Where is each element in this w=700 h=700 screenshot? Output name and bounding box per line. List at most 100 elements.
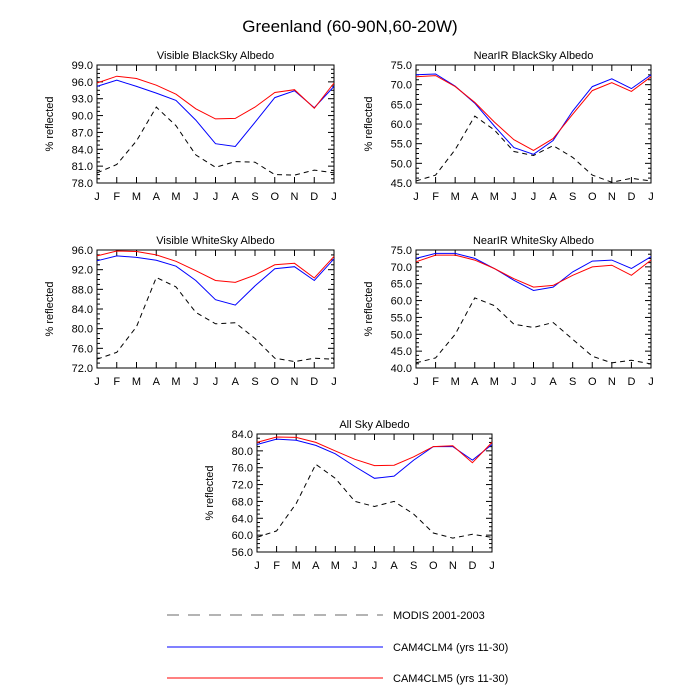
series-line-1 xyxy=(96,106,335,176)
x-tick-label: F xyxy=(432,191,439,203)
x-tick-label: S xyxy=(569,191,576,203)
x-tick-label: S xyxy=(251,191,258,203)
chart-panel-1: Visible BlackSky Albedo 78.0 81.0 84.0 87.0 9… xyxy=(44,50,337,203)
x-tick-label: O xyxy=(588,376,597,388)
x-tick-label: O xyxy=(270,376,279,388)
panel-title: All Sky Albedo xyxy=(339,419,409,431)
y-tick-label: 72.0 xyxy=(72,363,93,375)
x-tick-label: J xyxy=(531,191,537,203)
series-line-2 xyxy=(256,438,493,479)
y-tick-label: 80.0 xyxy=(232,446,253,458)
y-tick-label: 92.0 xyxy=(72,265,93,277)
y-tick-label: 60.0 xyxy=(232,530,253,542)
y-tick-label: 88.0 xyxy=(72,284,93,296)
y-tick-label: 60.0 xyxy=(391,296,412,308)
x-tick-label: A xyxy=(471,376,479,388)
series-line-3 xyxy=(415,75,652,151)
x-tick-label: F xyxy=(113,191,120,203)
panel-title: NearIR WhiteSky Albedo xyxy=(473,235,594,247)
y-tick-label: 87.0 xyxy=(72,127,93,139)
y-tick-label: 65.0 xyxy=(391,279,412,291)
x-tick-label: O xyxy=(270,191,279,203)
x-tick-label: J xyxy=(489,560,495,572)
plot-frame xyxy=(415,64,652,184)
x-tick-label: M xyxy=(331,560,340,572)
x-tick-label: D xyxy=(468,560,476,572)
y-tick-label: 75.0 xyxy=(391,60,412,72)
x-tick-label: J xyxy=(648,191,654,203)
x-tick-label: N xyxy=(291,191,299,203)
x-tick-label: J xyxy=(531,376,537,388)
x-tick-label: A xyxy=(153,191,161,203)
y-tick-label: 90.0 xyxy=(72,111,93,123)
x-tick-label: A xyxy=(232,376,240,388)
x-tick-label: O xyxy=(429,560,438,572)
y-axis-label: % reflected xyxy=(44,281,56,336)
x-tick-label: M xyxy=(171,376,180,388)
legend-label-1: MODIS 2001-2003 xyxy=(393,610,485,622)
y-tick-label: 84.0 xyxy=(72,144,93,156)
x-tick-label: M xyxy=(292,560,301,572)
panel-title: NearIR BlackSky Albedo xyxy=(474,50,594,62)
x-tick-label: A xyxy=(549,376,557,388)
legend-label-2: CAM4CLM4 (yrs 11-30) xyxy=(393,642,508,654)
series-line-1 xyxy=(256,463,493,539)
y-tick-label: 65.0 xyxy=(391,99,412,111)
series-line-1 xyxy=(415,115,652,183)
y-tick-label: 64.0 xyxy=(232,513,253,525)
x-tick-label: J xyxy=(352,560,358,572)
series-line-3 xyxy=(415,254,652,288)
x-tick-label: M xyxy=(132,376,141,388)
x-tick-label: M xyxy=(490,191,499,203)
x-tick-label: A xyxy=(312,560,320,572)
x-tick-label: D xyxy=(627,376,635,388)
x-tick-label: J xyxy=(413,376,419,388)
x-tick-label: J xyxy=(94,191,100,203)
y-tick-label: 99.0 xyxy=(72,60,93,72)
x-tick-label: N xyxy=(608,376,616,388)
x-tick-label: S xyxy=(251,376,258,388)
y-tick-label: 75.0 xyxy=(391,245,412,257)
x-tick-label: N xyxy=(291,376,299,388)
y-tick-label: 45.0 xyxy=(391,346,412,358)
y-tick-label: 81.0 xyxy=(72,161,93,173)
x-tick-label: J xyxy=(213,376,219,388)
chart-panel-5: All Sky Albedo 56.0 60.0 64.0 68.0 72.0 76.0 80… xyxy=(204,419,495,572)
series-line-3 xyxy=(96,75,335,120)
x-tick-label: M xyxy=(451,376,460,388)
x-tick-label: J xyxy=(648,376,654,388)
y-tick-label: 76.0 xyxy=(232,463,253,475)
y-tick-label: 55.0 xyxy=(391,312,412,324)
y-tick-label: 78.0 xyxy=(72,178,93,190)
x-tick-label: J xyxy=(254,560,260,572)
y-tick-label: 70.0 xyxy=(391,80,412,92)
series-line-2 xyxy=(415,252,652,292)
y-tick-label: 50.0 xyxy=(391,158,412,170)
y-tick-label: 84.0 xyxy=(72,304,93,316)
x-tick-label: J xyxy=(511,191,517,203)
y-axis-label: % reflected xyxy=(363,281,375,336)
x-tick-label: J xyxy=(213,191,219,203)
x-tick-label: J xyxy=(372,560,378,572)
y-tick-label: 72.0 xyxy=(232,480,253,492)
plot-frame xyxy=(256,433,493,553)
chart-panel-3: Visible WhiteSky Albedo 72.0 76.0 80.0 84.0 8… xyxy=(44,235,337,388)
legend: MODIS 2001-2003 CAM4CLM4 (yrs 11-30) CAM4C… xyxy=(167,610,508,685)
series-line-2 xyxy=(415,73,652,155)
x-tick-label: J xyxy=(331,191,337,203)
x-tick-label: F xyxy=(113,376,120,388)
x-tick-label: A xyxy=(390,560,398,572)
y-axis-label: % reflected xyxy=(363,96,375,151)
x-tick-label: M xyxy=(451,191,460,203)
y-tick-label: 96.0 xyxy=(72,245,93,257)
y-tick-label: 50.0 xyxy=(391,329,412,341)
x-tick-label: J xyxy=(94,376,100,388)
y-tick-label: 40.0 xyxy=(391,363,412,375)
x-tick-label: O xyxy=(588,191,597,203)
x-tick-label: S xyxy=(410,560,417,572)
series-line-3 xyxy=(256,436,493,467)
y-tick-label: 68.0 xyxy=(232,496,253,508)
x-tick-label: F xyxy=(432,376,439,388)
y-tick-label: 56.0 xyxy=(232,547,253,559)
